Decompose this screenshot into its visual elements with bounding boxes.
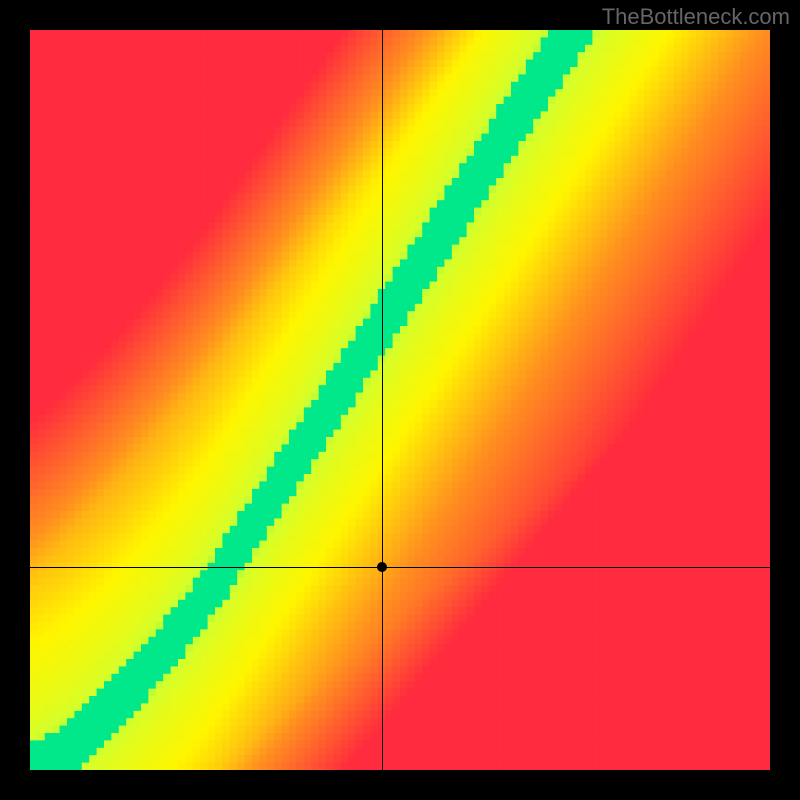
chart-frame: TheBottleneck.com [0,0,800,800]
crosshair-vertical [382,30,383,770]
crosshair-horizontal [30,567,770,568]
bottleneck-heatmap [30,30,770,770]
crosshair-dot [377,562,387,572]
watermark-text: TheBottleneck.com [602,4,790,30]
